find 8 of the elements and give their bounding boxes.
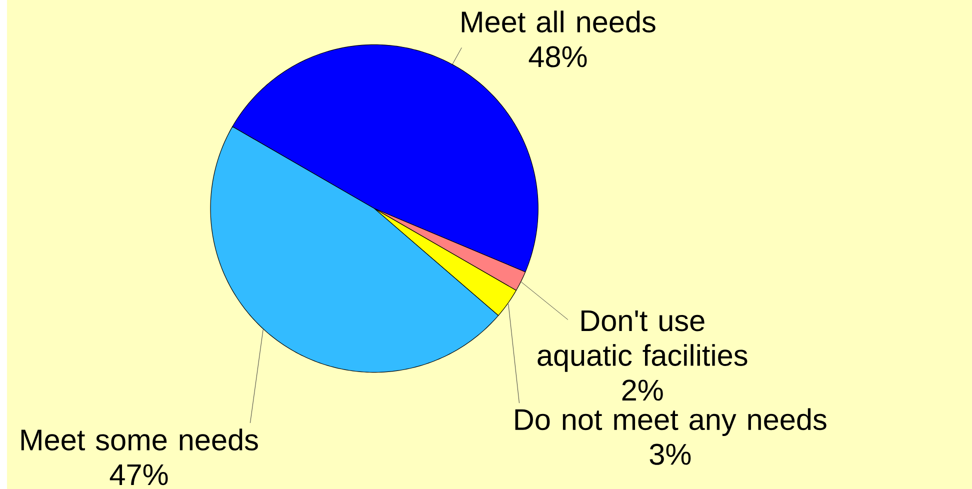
- slice-label: Meet some needs: [21, 428, 258, 450]
- slice-label: Don't use aquatic facilities: [538, 310, 748, 372]
- slice-label: Do not meet any needs: [515, 408, 826, 436]
- data-label: 47%: [110, 464, 168, 485]
- data-label: 2%: [622, 379, 663, 400]
- data-label: 48%: [528, 46, 587, 68]
- data-label: 3%: [650, 444, 691, 465]
- slice-label: Meet all needs: [462, 10, 656, 32]
